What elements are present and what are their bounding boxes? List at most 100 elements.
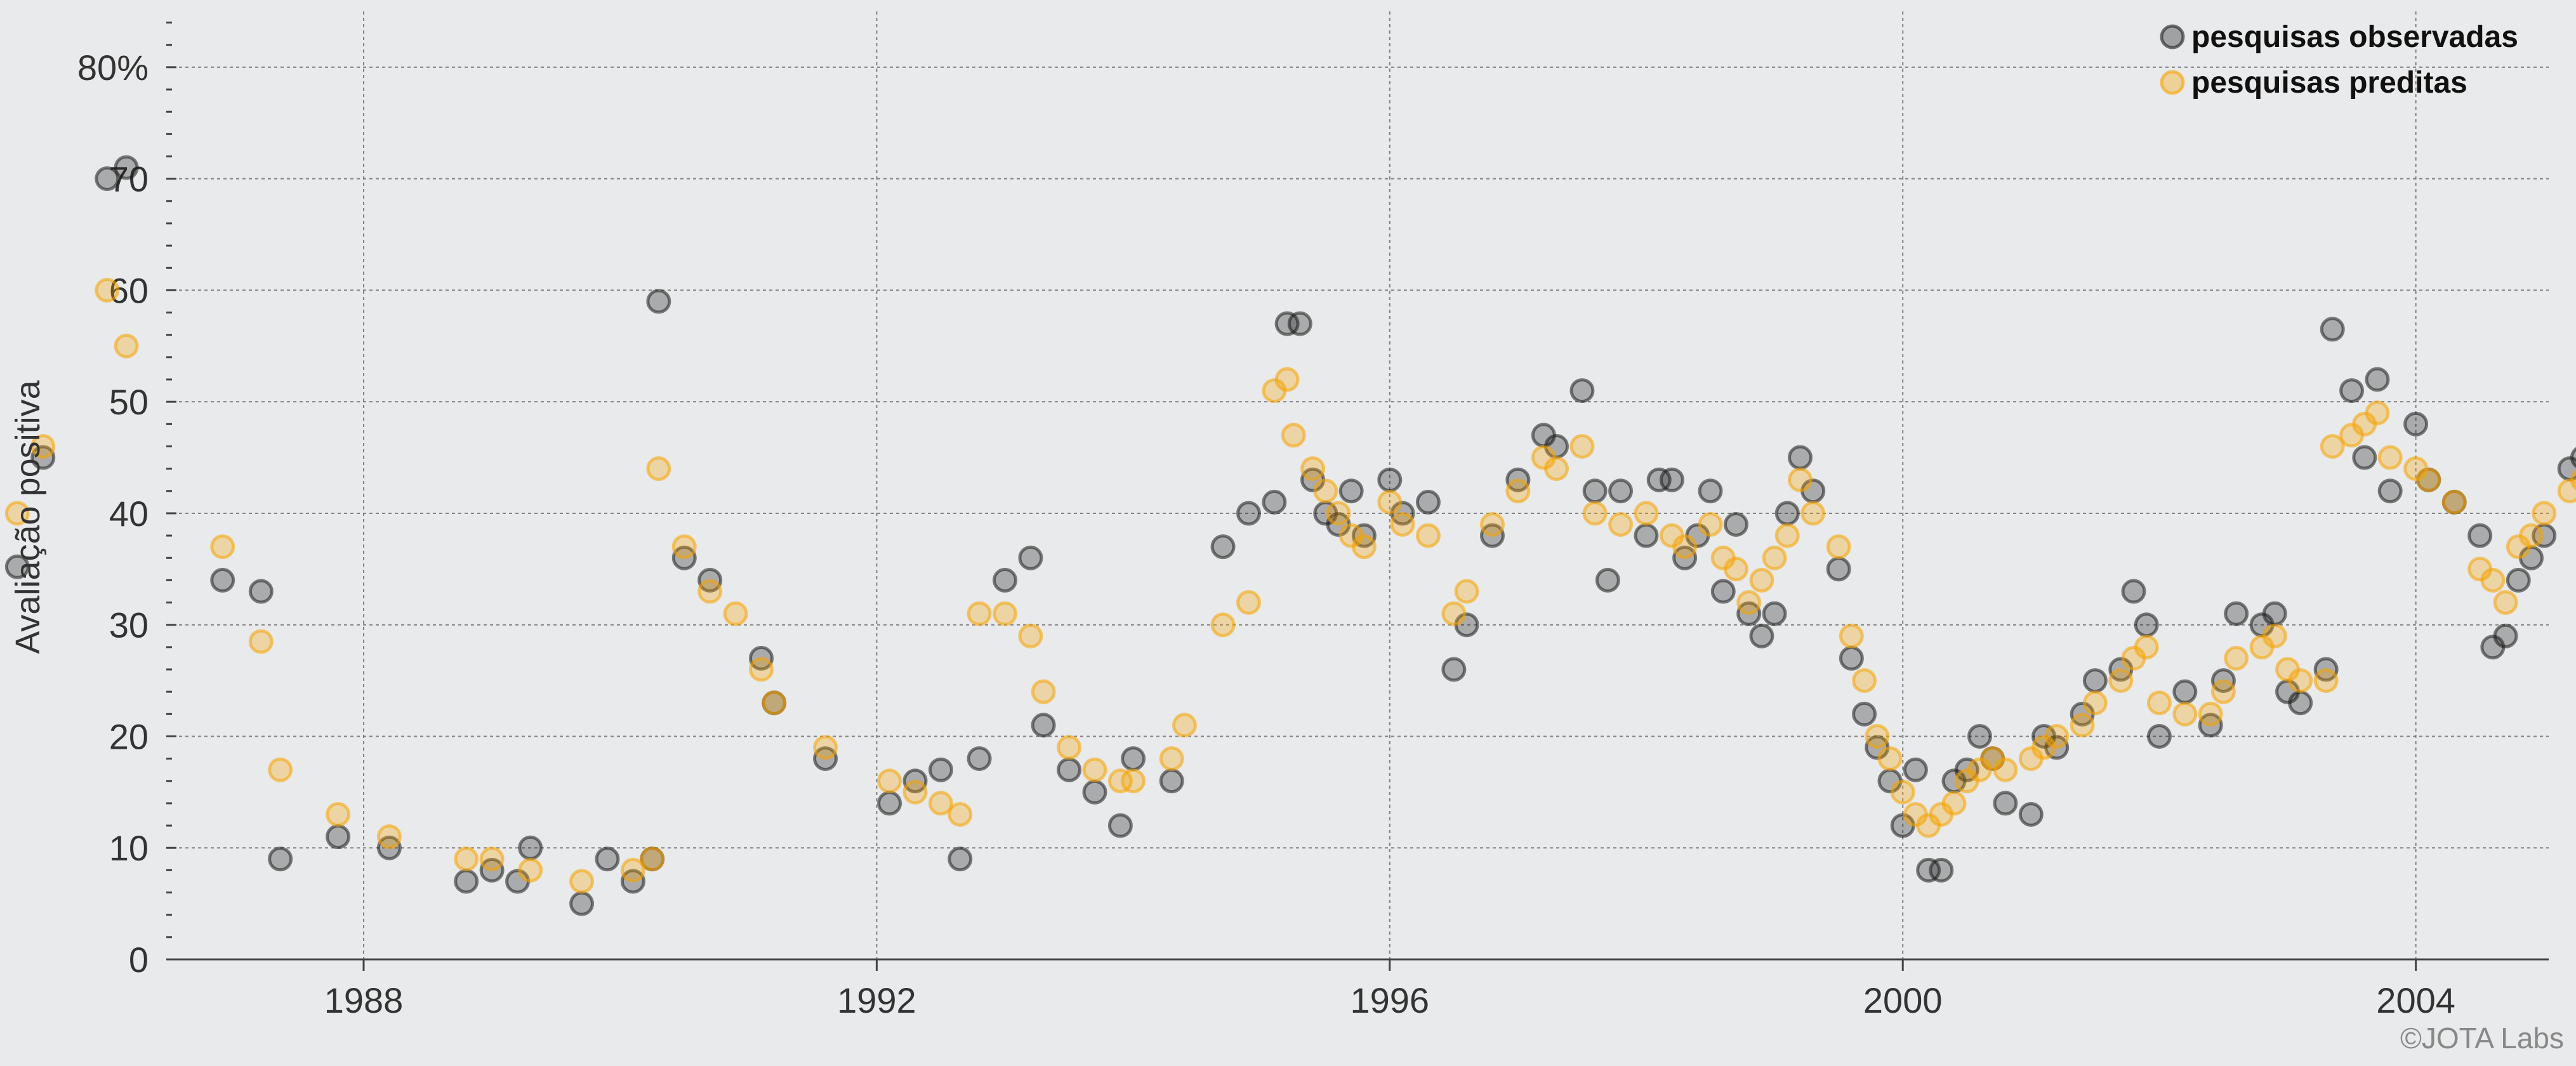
data-point-observed [2320, 317, 2345, 342]
data-point-observed [1608, 478, 1634, 504]
data-point-observed [95, 166, 120, 192]
data-point-predicted [620, 857, 645, 883]
data-point-observed [2377, 478, 2403, 504]
data-point-predicted [646, 456, 671, 482]
data-point-predicted [749, 657, 774, 682]
data-point-observed [1839, 645, 1864, 671]
data-point-predicted [2262, 623, 2287, 648]
data-point-predicted [1672, 534, 1698, 560]
data-point-predicted [1839, 623, 1864, 648]
data-point-predicted [1159, 746, 1184, 772]
data-point-predicted [1736, 590, 1762, 615]
data-point-predicted [2108, 668, 2134, 694]
data-point-observed [1082, 779, 1107, 805]
data-point-predicted [1826, 534, 1851, 560]
data-point-predicted [1281, 423, 1306, 448]
data-point-observed [1031, 713, 1056, 738]
data-point-observed [1441, 657, 1467, 682]
data-point-predicted [1544, 456, 1569, 482]
data-point-observed [1659, 467, 1684, 492]
data-point-predicted [1698, 512, 1723, 537]
data-point-predicted [454, 846, 479, 872]
data-point-observed [2570, 447, 2576, 468]
data-point-predicted [1505, 478, 1531, 504]
data-point-predicted [4, 501, 30, 526]
data-point-predicted [723, 601, 748, 626]
data-point-predicted [1018, 623, 1043, 648]
data-point-predicted [1300, 456, 1326, 482]
legend-label-predicted: pesquisas preditas [2191, 66, 2467, 100]
data-point-predicted [1326, 501, 1351, 526]
data-point-predicted [877, 768, 902, 794]
data-point-observed [595, 846, 620, 872]
x-tick-label: 2004 [2376, 980, 2455, 1020]
legend-marker-observed [2160, 24, 2185, 49]
data-point-predicted [2570, 469, 2576, 490]
data-point-predicted [2146, 690, 2172, 716]
data-point-observed [1774, 501, 1800, 526]
data-point-observed [1018, 545, 1043, 570]
data-point-observed [114, 155, 139, 180]
data-point-observed [1582, 478, 1608, 504]
data-point-predicted [1582, 501, 1608, 526]
data-point-predicted [1800, 501, 1826, 526]
data-point-observed [1210, 534, 1236, 560]
data-point-observed [268, 846, 293, 872]
data-point-observed [1338, 478, 1364, 504]
data-point-predicted [1082, 757, 1107, 782]
data-point-observed [2467, 523, 2493, 548]
data-point-predicted [326, 802, 351, 827]
data-point-predicted [1454, 579, 1479, 604]
y-tick-label: 40 [109, 494, 149, 534]
data-point-observed [2493, 623, 2518, 648]
data-point-predicted [928, 791, 953, 816]
data-point-predicted [2288, 668, 2313, 694]
data-point-predicted [1749, 567, 1774, 593]
data-point-predicted [376, 824, 402, 850]
data-point-observed [1903, 757, 1928, 782]
y-axis-label: Avaliação positiva [9, 379, 47, 654]
data-point-predicted [813, 735, 838, 760]
data-point-observed [1595, 567, 1620, 593]
data-point-predicted [2320, 433, 2345, 459]
data-point-observed [1262, 489, 1287, 515]
data-point-observed [928, 757, 953, 782]
x-axis-ticks: 198819921996200020042008201220162020 [324, 959, 2455, 1020]
data-point-predicted [114, 333, 139, 359]
data-point-predicted [2416, 467, 2441, 492]
legend-label-observed: pesquisas observadas [2191, 20, 2518, 54]
data-point-predicted [1774, 523, 1800, 548]
data-point-observed [2172, 679, 2198, 704]
data-point-observed [1634, 523, 1659, 548]
data-point-predicted [967, 601, 992, 626]
data-point-predicted [1877, 746, 1903, 772]
data-point-observed [1852, 701, 1877, 727]
data-point-observed [993, 567, 1017, 593]
data-point-observed [2352, 445, 2377, 470]
data-point-observed [1710, 579, 1736, 604]
data-point-predicted [2365, 400, 2390, 426]
data-point-predicted [1890, 779, 1915, 805]
data-point-observed [2365, 367, 2390, 392]
data-point-observed [1057, 757, 1082, 782]
data-point-observed [2288, 690, 2313, 716]
data-point-predicted [948, 802, 973, 827]
data-point-predicted [95, 277, 120, 303]
data-point-predicted [1057, 735, 1082, 760]
data-point-predicted [2070, 713, 2095, 738]
data-point-predicted [569, 869, 595, 894]
data-point-predicted [1313, 478, 1338, 504]
data-point-observed [2224, 601, 2249, 626]
data-point-predicted [1415, 523, 1441, 548]
data-point-predicted [2313, 668, 2339, 694]
data-point-predicted [762, 690, 787, 716]
data-point-predicted [993, 601, 1017, 626]
data-point-observed [569, 891, 595, 916]
data-point-predicted [671, 534, 697, 560]
y-tick-label: 50 [109, 382, 149, 422]
data-point-observed [1762, 601, 1787, 626]
legend-marker-predicted [2160, 70, 2185, 95]
data-point-observed [967, 746, 992, 772]
data-point-observed [2339, 378, 2365, 404]
y-tick-label: 80% [77, 48, 149, 88]
